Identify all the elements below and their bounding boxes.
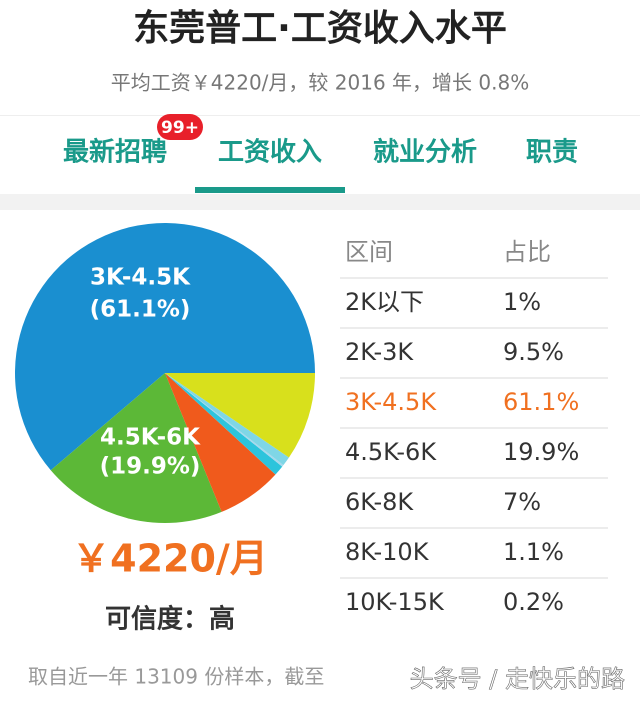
salary-table: 区间 占比 2K以下 1% 2K-3K 9.5% 3K-4.5K 61.1% 4.5K-6K 19… <box>340 238 608 616</box>
pie-chart <box>14 223 315 523</box>
table-cell: 4.5K-6K <box>345 438 437 466</box>
table-cell: 7% <box>503 488 541 516</box>
divider <box>0 115 640 116</box>
table-header: 占比 <box>503 238 551 266</box>
page-title: 东莞普工·工资收入水平 <box>133 8 507 49</box>
pie-slice <box>50 373 222 523</box>
slice-value-label: (19.9%) <box>100 454 201 480</box>
slice-label: 3K-4.5K <box>90 265 191 291</box>
pie-slice <box>165 373 284 467</box>
pie-slice <box>14 223 315 471</box>
table-cell: 3K-4.5K <box>345 388 437 416</box>
table-cell: 1% <box>503 288 541 316</box>
footer-note: 取自近一年 13109 份样本，截至 <box>28 665 324 689</box>
pie-slice <box>165 373 276 512</box>
slice-label: 4.5K-6K <box>100 425 201 451</box>
slice-value-label: (61.1%) <box>90 297 191 323</box>
pie-slice <box>165 373 315 458</box>
table-cell: 61.1% <box>503 388 579 416</box>
average-salary: ￥4220/月 <box>72 537 268 581</box>
badge-count: 99+ <box>161 118 199 138</box>
tab[interactable]: 就业分析 <box>373 138 477 168</box>
badge <box>157 114 203 140</box>
separator-band <box>0 194 640 210</box>
pie-slice <box>165 373 289 466</box>
watermark: 头条号 / 走快乐的路 <box>410 665 625 693</box>
table-cell: 6K-8K <box>345 488 414 516</box>
table-cell: 9.5% <box>503 338 564 366</box>
credibility: 可信度：高 <box>105 604 235 635</box>
table-cell: 2K以下 <box>345 288 424 316</box>
table-cell: 1.1% <box>503 538 564 566</box>
table-cell: 19.9% <box>503 438 579 466</box>
tab-active[interactable]: 工资收入 <box>218 138 322 168</box>
pie-slice <box>165 373 283 475</box>
table-header: 区间 <box>345 238 393 266</box>
table-cell: 0.2% <box>503 588 564 616</box>
tab[interactable]: 最新招聘 <box>63 137 167 168</box>
table-cell: 2K-3K <box>345 338 414 366</box>
tab-underline <box>195 187 345 193</box>
subtitle: 平均工资￥4220/月，较 2016 年，增长 0.8% <box>111 71 529 95</box>
tab[interactable]: 职责 <box>526 138 578 168</box>
table-cell: 8K-10K <box>345 538 430 566</box>
table-cell: 10K-15K <box>345 588 445 616</box>
